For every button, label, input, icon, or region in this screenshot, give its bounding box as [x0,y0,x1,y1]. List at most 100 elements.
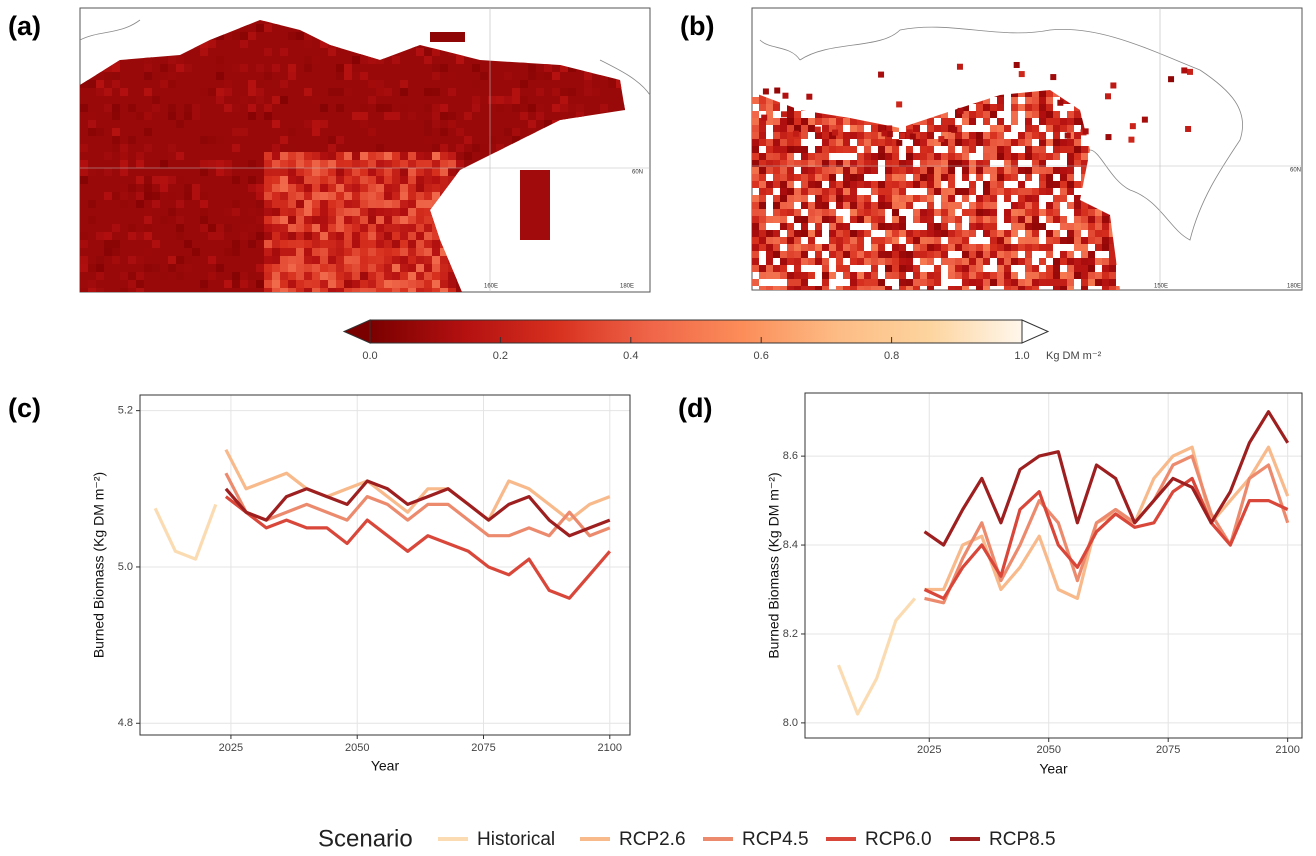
map-pixel [432,184,440,192]
map-pixel [232,32,240,40]
map-pixel [801,118,808,125]
map-pixel [927,251,934,258]
map-pixel [360,264,368,272]
map-pixel [762,88,769,95]
map-pixel [948,286,955,290]
map-pixel [360,248,368,256]
map-pixel [368,96,376,104]
map-pixel [304,200,312,208]
map-pixel [328,256,336,264]
map-pixel [920,167,927,174]
map-pixel [1018,237,1025,244]
map-pixel [360,288,368,292]
map-pixel [440,288,448,292]
map-pixel [280,96,288,104]
map-pixel [969,167,976,174]
map-pixel [948,195,955,202]
map-pixel [104,152,112,160]
map-pixel [272,192,280,200]
map-pixel [424,264,432,272]
map-pixel [144,72,152,80]
map-pixel [336,200,344,208]
map-pixel [1046,118,1053,125]
map-pixel [857,153,864,160]
map-pixel [773,146,780,153]
map-pixel [780,195,787,202]
map-pixel [962,132,969,139]
map-pixel [1067,286,1074,290]
map-pixel [128,136,136,144]
colorbar-tick-label: 0.2 [493,350,508,362]
map-pixel [850,146,857,153]
map-pixel [899,188,906,195]
map-pixel [136,256,144,264]
map-pixel [1032,167,1039,174]
map-pixel [1004,244,1011,251]
map-pixel [906,237,913,244]
map-pixel [1053,146,1060,153]
map-pixel [168,264,176,272]
map-pixel [424,88,432,96]
map-pixel [424,288,432,292]
map-pixel [360,120,368,128]
map-pixel [448,280,456,288]
map-pixel [336,104,344,112]
map-pixel [1046,139,1053,146]
map-pixel [1025,104,1032,111]
map-pixel [400,160,408,168]
map-pixel [976,209,983,216]
map-pixel [934,160,941,167]
map-pixel [780,174,787,181]
map-pixel [829,125,836,132]
map-pixel [360,280,368,288]
map-pixel [1053,125,1060,132]
map-pixel [787,111,794,118]
map-pixel [232,104,240,112]
map-pixel [112,192,120,200]
map-pixel [829,139,836,146]
map-pixel [759,223,766,230]
map-pixel [1018,167,1025,174]
map-pixel [962,230,969,237]
map-pixel [1025,279,1032,286]
map-pixel [200,224,208,232]
map-pixel [392,248,400,256]
colorbar-tick-label: 0.0 [362,350,377,362]
map-pixel [836,160,843,167]
map-pixel [892,230,899,237]
map-pixel [432,144,440,152]
map-pixel [368,256,376,264]
map-pixel [544,120,552,128]
map-pixel [240,128,248,136]
map-pixel [152,264,160,272]
map-pixel [1095,272,1102,279]
map-pixel [344,72,352,80]
map-pixel [850,286,857,290]
map-pixel [941,258,948,265]
y-tick-label: 8.4 [783,539,798,551]
map-pixel [913,174,920,181]
map-pixel [592,88,600,96]
map-pixel [1018,209,1025,216]
map-pixel [368,168,376,176]
map-pixel [384,288,392,292]
map-pixel [773,167,780,174]
map-pixel [962,188,969,195]
map-pixel [272,24,280,32]
map-pixel [913,279,920,286]
map-pixel [969,244,976,251]
map-pixel [829,188,836,195]
map-pixel [850,125,857,132]
map-pixel [440,152,448,160]
map-pixel [544,72,552,80]
map-pixel [962,279,969,286]
map-pixel [216,168,224,176]
map-pixel [80,104,88,112]
map-pixel [528,72,536,80]
map-pixel [368,80,376,88]
map-pixel [1011,97,1018,104]
map-pixel [1025,118,1032,125]
map-pixel [320,224,328,232]
map-pixel [773,216,780,223]
map-pixel [1039,146,1046,153]
